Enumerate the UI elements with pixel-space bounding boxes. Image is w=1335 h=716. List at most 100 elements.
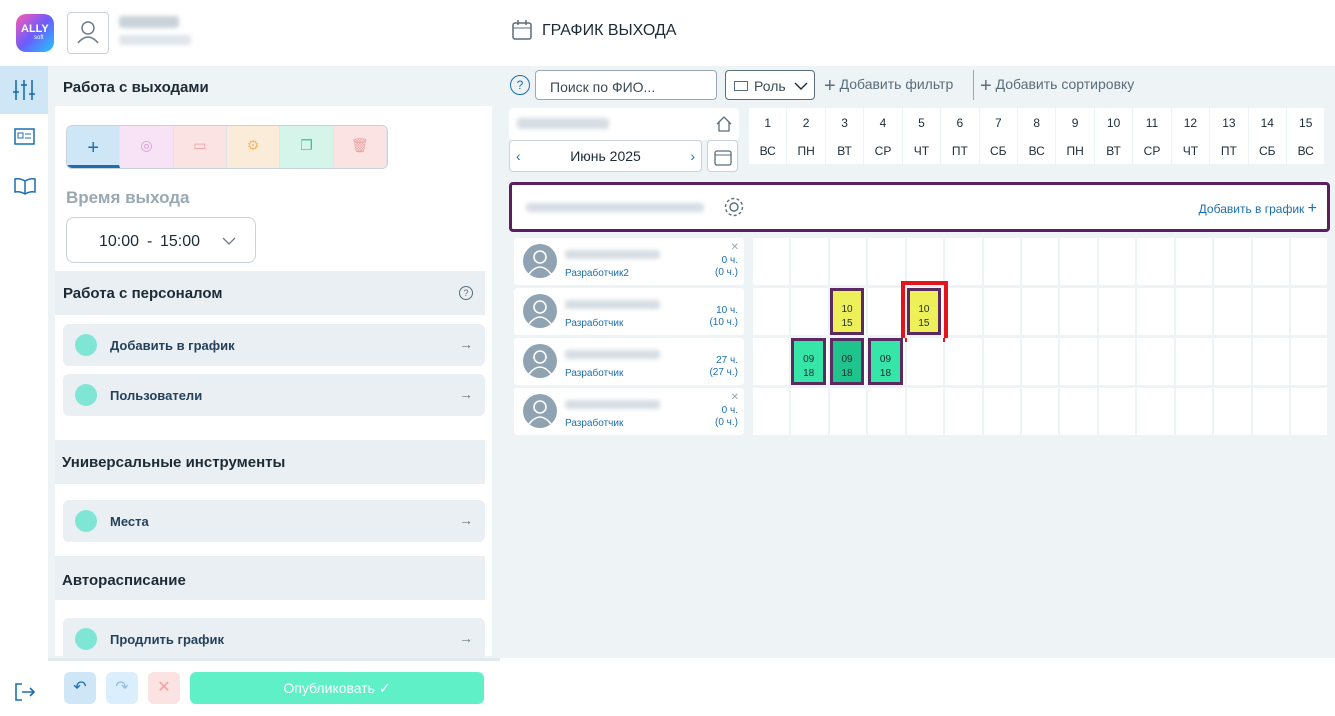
- tool-button[interactable]: 🗑: [333, 126, 387, 168]
- day-cell[interactable]: [868, 288, 905, 335]
- day-cell[interactable]: [1214, 288, 1251, 335]
- day-cell[interactable]: [1291, 388, 1328, 435]
- day-cell[interactable]: [945, 388, 982, 435]
- day-cell[interactable]: [829, 238, 867, 285]
- day-cell[interactable]: [1060, 338, 1097, 385]
- day-cell[interactable]: [1060, 388, 1097, 435]
- day-cell[interactable]: [906, 338, 944, 385]
- next-month[interactable]: ›: [690, 148, 695, 164]
- day-cell[interactable]: [945, 288, 982, 335]
- add-sort[interactable]: + Добавить сортировку: [980, 75, 1135, 97]
- day-cell[interactable]: [829, 388, 867, 435]
- day-cell[interactable]: [1214, 388, 1251, 435]
- day-cell[interactable]: [1137, 388, 1174, 435]
- day-cell[interactable]: [983, 388, 1020, 435]
- day-cell[interactable]: [791, 288, 828, 335]
- location-select[interactable]: [509, 108, 739, 140]
- day-cell[interactable]: [906, 388, 944, 435]
- day-cell[interactable]: [1175, 388, 1213, 435]
- undo[interactable]: ↶: [64, 672, 96, 704]
- day-cell[interactable]: [945, 238, 982, 285]
- avatar[interactable]: [67, 12, 109, 54]
- day-cell[interactable]: [945, 338, 982, 385]
- menu-item[interactable]: Пользователи →: [63, 374, 485, 416]
- day-cell[interactable]: [1291, 338, 1328, 385]
- day-cell[interactable]: [868, 388, 905, 435]
- search-input[interactable]: Поиск по ФИО...: [535, 70, 717, 100]
- remove[interactable]: ✕: [730, 392, 739, 403]
- day-cell[interactable]: [1060, 238, 1097, 285]
- day-cell[interactable]: [983, 288, 1020, 335]
- day-number: 15: [1299, 116, 1313, 130]
- shift[interactable]: 09 18: [791, 338, 826, 385]
- day-cell[interactable]: [1137, 338, 1174, 385]
- month-picker[interactable]: ‹ Июнь 2025 ›: [509, 140, 702, 172]
- day-cell[interactable]: [1252, 388, 1289, 435]
- rail-icon-book[interactable]: [13, 177, 37, 195]
- day-cell[interactable]: [1022, 388, 1059, 435]
- day-cell[interactable]: [1175, 338, 1213, 385]
- logout-icon[interactable]: [14, 682, 36, 702]
- rail-icon-cards[interactable]: [14, 128, 36, 146]
- menu-item[interactable]: Продлить график →: [63, 618, 485, 660]
- logo[interactable]: ALLY soft: [16, 14, 54, 52]
- employee-name: [565, 250, 660, 259]
- day-cell[interactable]: [1214, 238, 1251, 285]
- day-cell[interactable]: [1175, 288, 1213, 335]
- day-cell[interactable]: [1022, 288, 1059, 335]
- day-cell[interactable]: [1098, 288, 1136, 335]
- day-cell[interactable]: [1098, 388, 1136, 435]
- day-cell[interactable]: [868, 238, 905, 285]
- day-cell[interactable]: [753, 388, 790, 435]
- day-cell[interactable]: [983, 338, 1020, 385]
- tool-button[interactable]: ⚙: [226, 126, 281, 168]
- day-cell[interactable]: [1252, 338, 1289, 385]
- shift[interactable]: 10 15: [829, 288, 865, 335]
- day-cell[interactable]: [753, 238, 790, 285]
- date-picker[interactable]: [707, 140, 738, 172]
- day-cell[interactable]: [1137, 238, 1174, 285]
- day-cell[interactable]: [1137, 288, 1174, 335]
- help[interactable]: ?: [510, 75, 530, 95]
- section-title: Универсальные инструменты: [62, 454, 286, 471]
- home-icon[interactable]: [715, 115, 733, 133]
- redo[interactable]: ↷: [106, 672, 138, 704]
- menu-item[interactable]: Добавить в график →: [63, 324, 485, 366]
- menu-item[interactable]: Места →: [63, 500, 485, 542]
- day-cell[interactable]: [1022, 338, 1059, 385]
- location-add[interactable]: Добавить в график +: [1198, 200, 1317, 217]
- publish-button[interactable]: Опубликовать ✓: [190, 672, 484, 704]
- tool-button[interactable]: +: [67, 126, 121, 168]
- help[interactable]: ?: [459, 286, 473, 300]
- day-cell[interactable]: [1291, 238, 1328, 285]
- time-select[interactable]: 10:00 - 15:00: [66, 217, 256, 263]
- settings-icon[interactable]: [723, 196, 745, 218]
- shift[interactable]: 09 18: [868, 338, 903, 385]
- day-cell[interactable]: [1060, 288, 1097, 335]
- day-cell[interactable]: [1175, 238, 1213, 285]
- tool-button[interactable]: ❐: [280, 126, 334, 168]
- day-cell[interactable]: [1291, 288, 1328, 335]
- rail-active[interactable]: [0, 66, 48, 114]
- day-cell[interactable]: [753, 288, 790, 335]
- shift[interactable]: 09 18: [829, 338, 865, 385]
- tool-button[interactable]: ◎: [120, 126, 174, 168]
- day-cell[interactable]: [753, 338, 790, 385]
- tool-button[interactable]: ▭: [173, 126, 227, 168]
- day-cell[interactable]: [791, 388, 828, 435]
- shift[interactable]: 10 15: [906, 288, 942, 335]
- day-cell[interactable]: [1098, 338, 1136, 385]
- day-cell[interactable]: [1252, 288, 1289, 335]
- day-cell[interactable]: [1214, 338, 1251, 385]
- day-cell[interactable]: [1098, 238, 1136, 285]
- cancel[interactable]: ✕: [148, 672, 180, 704]
- day-cell[interactable]: [1022, 238, 1059, 285]
- day-cell[interactable]: [906, 238, 944, 285]
- prev-month[interactable]: ‹: [516, 148, 521, 164]
- remove[interactable]: ✕: [730, 242, 739, 253]
- add-filter[interactable]: + Добавить фильтр: [824, 75, 954, 97]
- day-cell[interactable]: [1252, 238, 1289, 285]
- day-cell[interactable]: [791, 238, 828, 285]
- role-filter[interactable]: Роль: [725, 70, 815, 100]
- day-cell[interactable]: [983, 238, 1020, 285]
